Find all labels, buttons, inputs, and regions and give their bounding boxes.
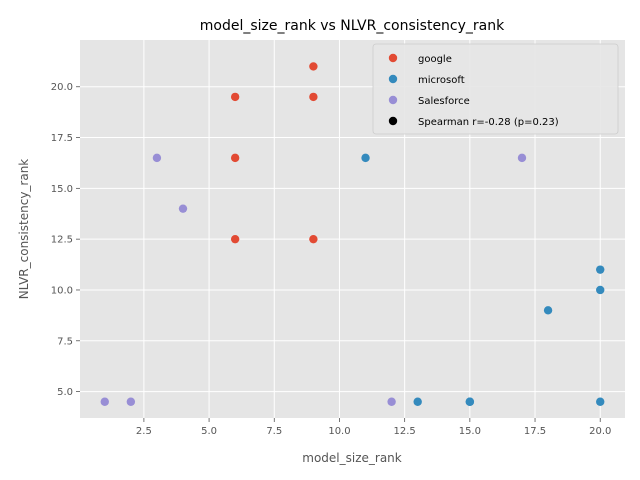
x-tick-label: 10.0 [328, 426, 350, 437]
y-tick-label: 15.0 [51, 184, 73, 195]
x-tick-label: 20.0 [589, 426, 611, 437]
x-tick-label: 7.5 [266, 426, 282, 437]
chart-title: model_size_rank vs NLVR_consistency_rank [200, 18, 505, 34]
point-microsoft [413, 397, 422, 406]
point-salesforce [178, 204, 188, 213]
legend-marker-google [388, 53, 398, 63]
legend-marker-salesforce [388, 95, 398, 105]
point-microsoft [361, 153, 370, 163]
point-salesforce [387, 397, 396, 406]
point-salesforce [100, 397, 109, 406]
x-axis-ticks: 2.5 5.0 7.5 10.0 12.5 15.0 17.5 20.0 [136, 418, 611, 437]
point-google [230, 92, 240, 102]
legend-label-salesforce: Salesforce [418, 96, 470, 107]
point-google [309, 92, 318, 102]
y-axis-ticks: 5.0 7.5 10.0 12.5 15.0 17.5 20.0 [51, 82, 80, 398]
x-tick-label: 17.5 [524, 426, 546, 437]
y-tick-label: 17.5 [51, 133, 73, 144]
point-salesforce [152, 153, 162, 163]
point-microsoft [465, 397, 475, 406]
point-microsoft [543, 306, 553, 315]
y-tick-label: 10.0 [51, 285, 73, 296]
legend-marker-spearman [388, 116, 398, 126]
data-points [100, 62, 605, 406]
point-google [309, 62, 318, 71]
point-microsoft [596, 285, 605, 295]
point-google [230, 234, 240, 244]
point-google [309, 234, 318, 244]
point-microsoft [596, 397, 605, 406]
x-tick-label: 5.0 [201, 426, 217, 437]
y-axis-label: NLVR_consistency_rank [17, 159, 31, 300]
legend-marker-microsoft [388, 74, 398, 84]
legend-label-google: google [418, 54, 452, 65]
x-axis-label: model_size_rank [302, 451, 402, 465]
y-tick-label: 5.0 [57, 387, 73, 398]
x-tick-label: 2.5 [136, 426, 152, 437]
y-tick-label: 20.0 [51, 82, 73, 93]
legend-label-microsoft: microsoft [418, 75, 465, 86]
x-tick-label: 12.5 [394, 426, 416, 437]
legend-box [372, 43, 619, 135]
legend-label-spearman: Spearman r=-0.28 (p=0.23) [418, 117, 559, 128]
point-salesforce [126, 397, 136, 406]
point-microsoft [596, 265, 605, 274]
point-salesforce [517, 153, 527, 163]
y-tick-label: 12.5 [51, 235, 73, 246]
x-tick-label: 15.0 [459, 426, 481, 437]
legend: google microsoft Salesforce Spearman r=-… [372, 43, 619, 135]
point-google [230, 153, 240, 163]
y-tick-label: 7.5 [57, 336, 73, 347]
